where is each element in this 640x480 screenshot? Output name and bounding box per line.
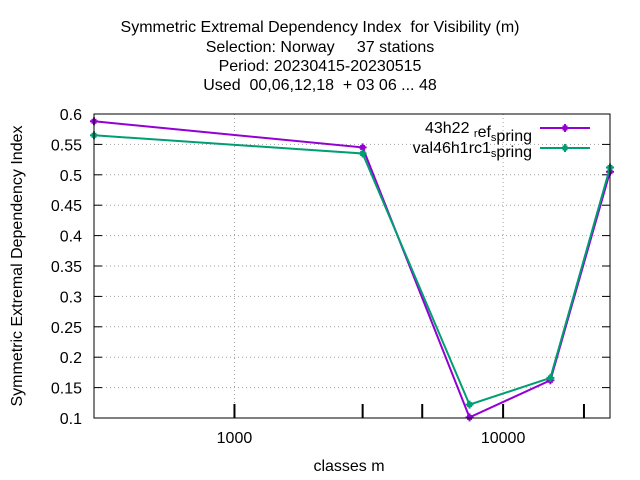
y-tick-label: 0.25 xyxy=(51,320,82,337)
plot-frame xyxy=(93,113,611,419)
title-line-1: Symmetric Extremal Dependency Index for … xyxy=(120,19,520,36)
data-point xyxy=(360,144,366,150)
y-tick-label: 0.55 xyxy=(51,137,82,154)
series-line xyxy=(94,134,610,406)
title-line-2: Selection: Norway 37 stations xyxy=(205,39,435,56)
data-series xyxy=(90,117,614,422)
data-point xyxy=(467,414,473,420)
x-axis-label: classes m xyxy=(313,458,384,475)
data-point xyxy=(467,402,473,408)
data-point xyxy=(547,375,553,381)
legend-label: val46h1rc1spring xyxy=(413,140,532,161)
y-tick-label: 0.35 xyxy=(51,259,82,276)
y-tick-label: 0.1 xyxy=(60,411,82,428)
y-tick-label: 0.6 xyxy=(60,107,82,124)
y-tick-label: 0.3 xyxy=(60,289,82,306)
grid-lines xyxy=(94,114,610,418)
legend-marker xyxy=(562,145,568,151)
x-axis-ticks: 1000 10000 xyxy=(217,404,585,447)
series-line xyxy=(94,120,610,418)
x-tick-label: 10000 xyxy=(481,430,526,447)
y-tick-label: 0.5 xyxy=(60,168,82,185)
x-tick-label: 1000 xyxy=(217,430,253,447)
y-tick-label: 0.2 xyxy=(60,350,82,367)
y-tick-label: 0.15 xyxy=(51,381,82,398)
y-axis-label: Symmetric Extremal Dependency Index xyxy=(9,126,26,407)
legend-marker xyxy=(562,125,568,131)
data-point xyxy=(360,151,366,157)
title-line-4: Used 00,06,12,18 + 03 06 ... 48 xyxy=(203,77,437,94)
y-tick-label: 0.45 xyxy=(51,198,82,215)
legend-label: 43h22 refspring xyxy=(425,120,532,145)
title-line-3: Period: 20230415-20230515 xyxy=(218,58,422,75)
y-tick-label: 0.4 xyxy=(60,229,82,246)
y-axis-ticks: 0.1 0.15 0.2 0.25 0.3 0.35 0.4 0.45 0.5 0.55 0.6 xyxy=(51,107,610,428)
